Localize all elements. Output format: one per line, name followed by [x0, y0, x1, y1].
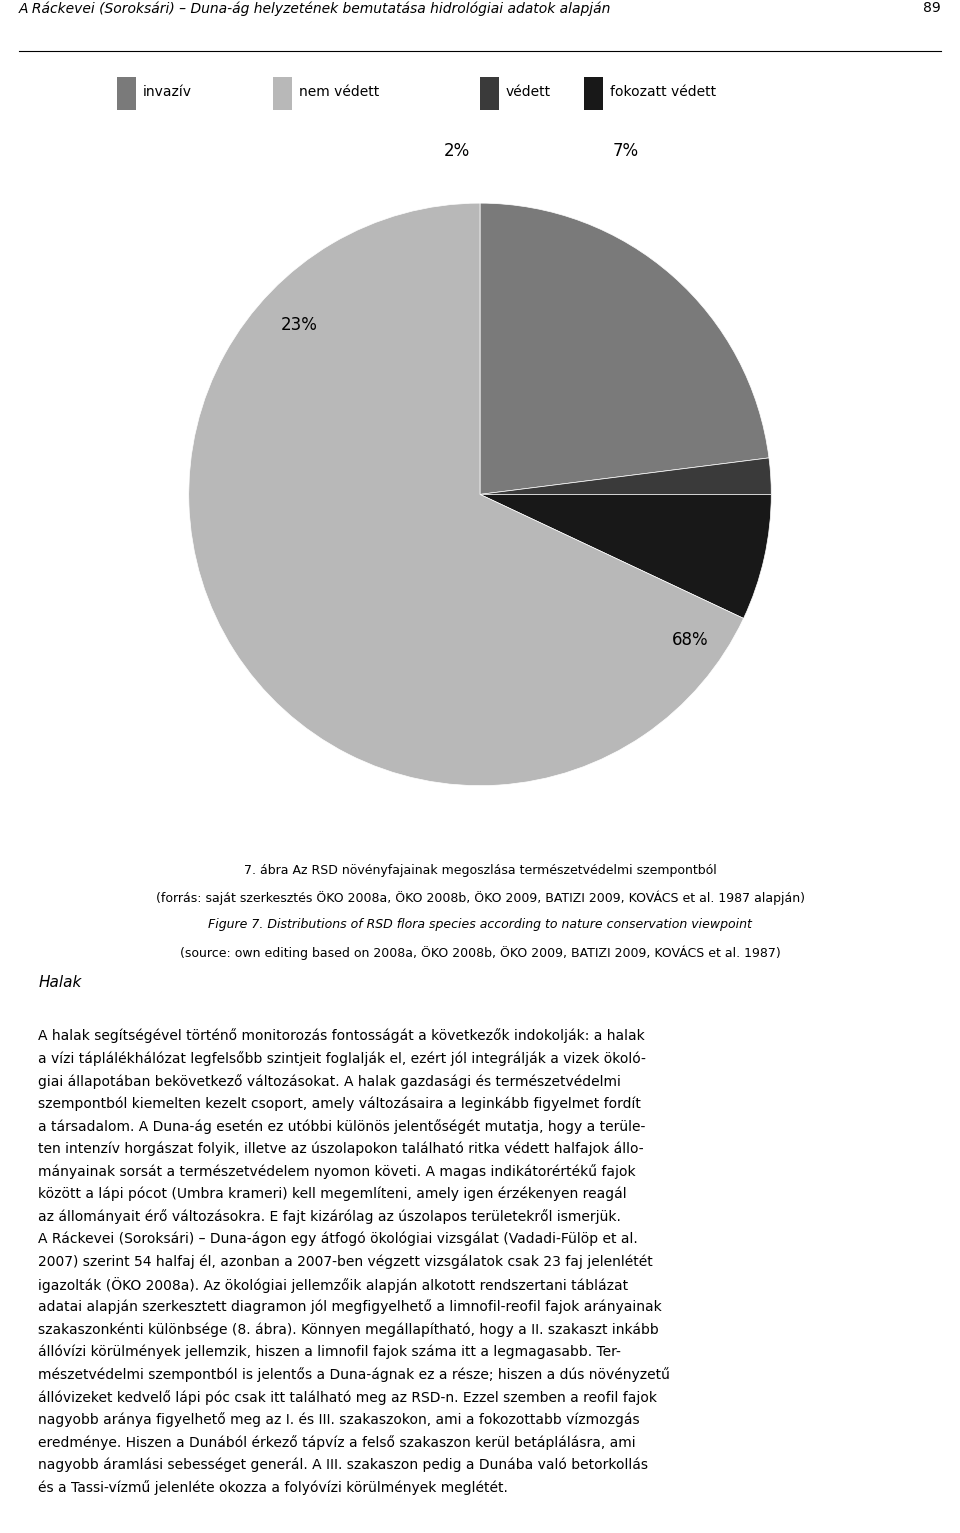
Wedge shape: [480, 494, 771, 618]
Bar: [273, 77, 292, 110]
Text: 2007) szerint 54 halfaj él, azonban a 2007-ben végzett vizsgálatok csak 23 faj j: 2007) szerint 54 halfaj él, azonban a 20…: [38, 1254, 653, 1269]
Wedge shape: [189, 204, 744, 785]
Text: védett: védett: [506, 84, 551, 100]
Text: állóvízi körülmények jellemzik, hiszen a limnofil fajok száma itt a legmagasabb.: állóvízi körülmények jellemzik, hiszen a…: [38, 1344, 621, 1360]
Text: a társadalom. A Duna-ág esetén ez utóbbi különös jelentőségét mutatja, hogy a te: a társadalom. A Duna-ág esetén ez utóbbi…: [38, 1119, 646, 1134]
Text: giai állapotában bekövetkező változásokat. A halak gazdasági és természetvédelmi: giai állapotában bekövetkező változásoka…: [38, 1073, 621, 1088]
Wedge shape: [480, 204, 769, 494]
Text: fokozatt védett: fokozatt védett: [610, 84, 716, 100]
Bar: [480, 77, 499, 110]
Text: között a lápi pócot (Umbra krameri) kell megemlíteni, amely igen érzékenyen reag: között a lápi pócot (Umbra krameri) kell…: [38, 1187, 627, 1202]
Text: (forrás: saját szerkesztés ÖKO 2008a, ÖKO 2008b, ÖKO 2009, BATIZI 2009, KOVÁCS e: (forrás: saját szerkesztés ÖKO 2008a, ÖK…: [156, 891, 804, 904]
Text: állóvizeket kedvelő lápi póc csak itt található meg az RSD-n. Ezzel szemben a re: állóvizeket kedvelő lápi póc csak itt ta…: [38, 1390, 658, 1404]
Text: 7%: 7%: [612, 141, 638, 159]
Text: invazív: invazív: [143, 84, 192, 100]
Text: 2%: 2%: [444, 141, 469, 159]
Text: nagyobb aránya figyelhető meg az I. és III. szakaszokon, ami a fokozottabb vízmo: nagyobb aránya figyelhető meg az I. és I…: [38, 1412, 640, 1427]
Text: szakaszonkénti különbsége (8. ábra). Könnyen megállapítható, hogy a II. szakaszt: szakaszonkénti különbsége (8. ábra). Kön…: [38, 1321, 660, 1337]
Text: 68%: 68%: [671, 632, 708, 648]
Text: A halak segítségével történő monitorozás fontosságát a következők indokolják: a : A halak segítségével történő monitorozás…: [38, 1029, 645, 1044]
Text: nagyobb áramlási sebességet generál. A III. szakaszon pedig a Dunába való betork: nagyobb áramlási sebességet generál. A I…: [38, 1458, 648, 1472]
Wedge shape: [480, 458, 771, 495]
Text: mészetvédelmi szempontból is jelentős a Duna-ágnak ez a része; hiszen a dús növé: mészetvédelmi szempontból is jelentős a …: [38, 1367, 670, 1383]
Text: szempontból kiemelten kezelt csoport, amely változásaira a leginkább figyelmet f: szempontból kiemelten kezelt csoport, am…: [38, 1096, 641, 1111]
Text: (source: own editing based on 2008a, ÖKO 2008b, ÖKO 2009, BATIZI 2009, KOVÁCS et: (source: own editing based on 2008a, ÖKO…: [180, 946, 780, 960]
Text: Figure 7. Distributions of RSD flora species according to nature conservation vi: Figure 7. Distributions of RSD flora spe…: [208, 918, 752, 931]
Text: 7. ábra Az RSD növényfajainak megoszlása természetvédelmi szempontból: 7. ábra Az RSD növényfajainak megoszlása…: [244, 865, 716, 877]
Text: nem védett: nem védett: [299, 84, 379, 100]
Text: A Ráckevei (Soroksári) – Duna-ágon egy átfogó ökológiai vizsgálat (Vadadi-Fülöp : A Ráckevei (Soroksári) – Duna-ágon egy á…: [38, 1233, 638, 1246]
Bar: [117, 77, 136, 110]
Text: igazolták (ÖKO 2008a). Az ökológiai jellemzőik alapján alkotott rendszertani táb: igazolták (ÖKO 2008a). Az ökológiai jell…: [38, 1277, 629, 1292]
Text: adatai alapján szerkesztett diagramon jól megfigyelhető a limnofil-reofil fajok : adatai alapján szerkesztett diagramon jó…: [38, 1300, 662, 1314]
Text: a vízi táplálékhálózat legfelsőbb szintjeit foglalják el, ezért jól integrálják : a vízi táplálékhálózat legfelsőbb szintj…: [38, 1052, 646, 1065]
Text: eredménye. Hiszen a Dunából érkező tápvíz a felső szakaszon kerül betáplálásra, : eredménye. Hiszen a Dunából érkező tápví…: [38, 1435, 636, 1450]
Text: és a Tassi-vízmű jelenléte okozza a folyóvízi körülmények meglétét.: és a Tassi-vízmű jelenléte okozza a foly…: [38, 1481, 508, 1495]
Text: az állományait érő változásokra. E fajt kizárólag az úszolapos területekről isme: az állományait érő változásokra. E fajt …: [38, 1210, 621, 1225]
Text: 89: 89: [924, 2, 941, 15]
Text: mányainak sorsát a természetvédelem nyomon követi. A magas indikátorértékű fajok: mányainak sorsát a természetvédelem nyom…: [38, 1164, 636, 1179]
Text: 23%: 23%: [281, 316, 318, 334]
Bar: [584, 77, 603, 110]
Text: ten intenzív horgászat folyik, illetve az úszolapokon található ritka védett hal: ten intenzív horgászat folyik, illetve a…: [38, 1142, 644, 1156]
Text: Halak: Halak: [38, 975, 82, 990]
Text: A Ráckevei (Soroksári) – Duna-ág helyzetének bemutatása hidrológiai adatok alapj: A Ráckevei (Soroksári) – Duna-ág helyzet…: [19, 2, 612, 15]
